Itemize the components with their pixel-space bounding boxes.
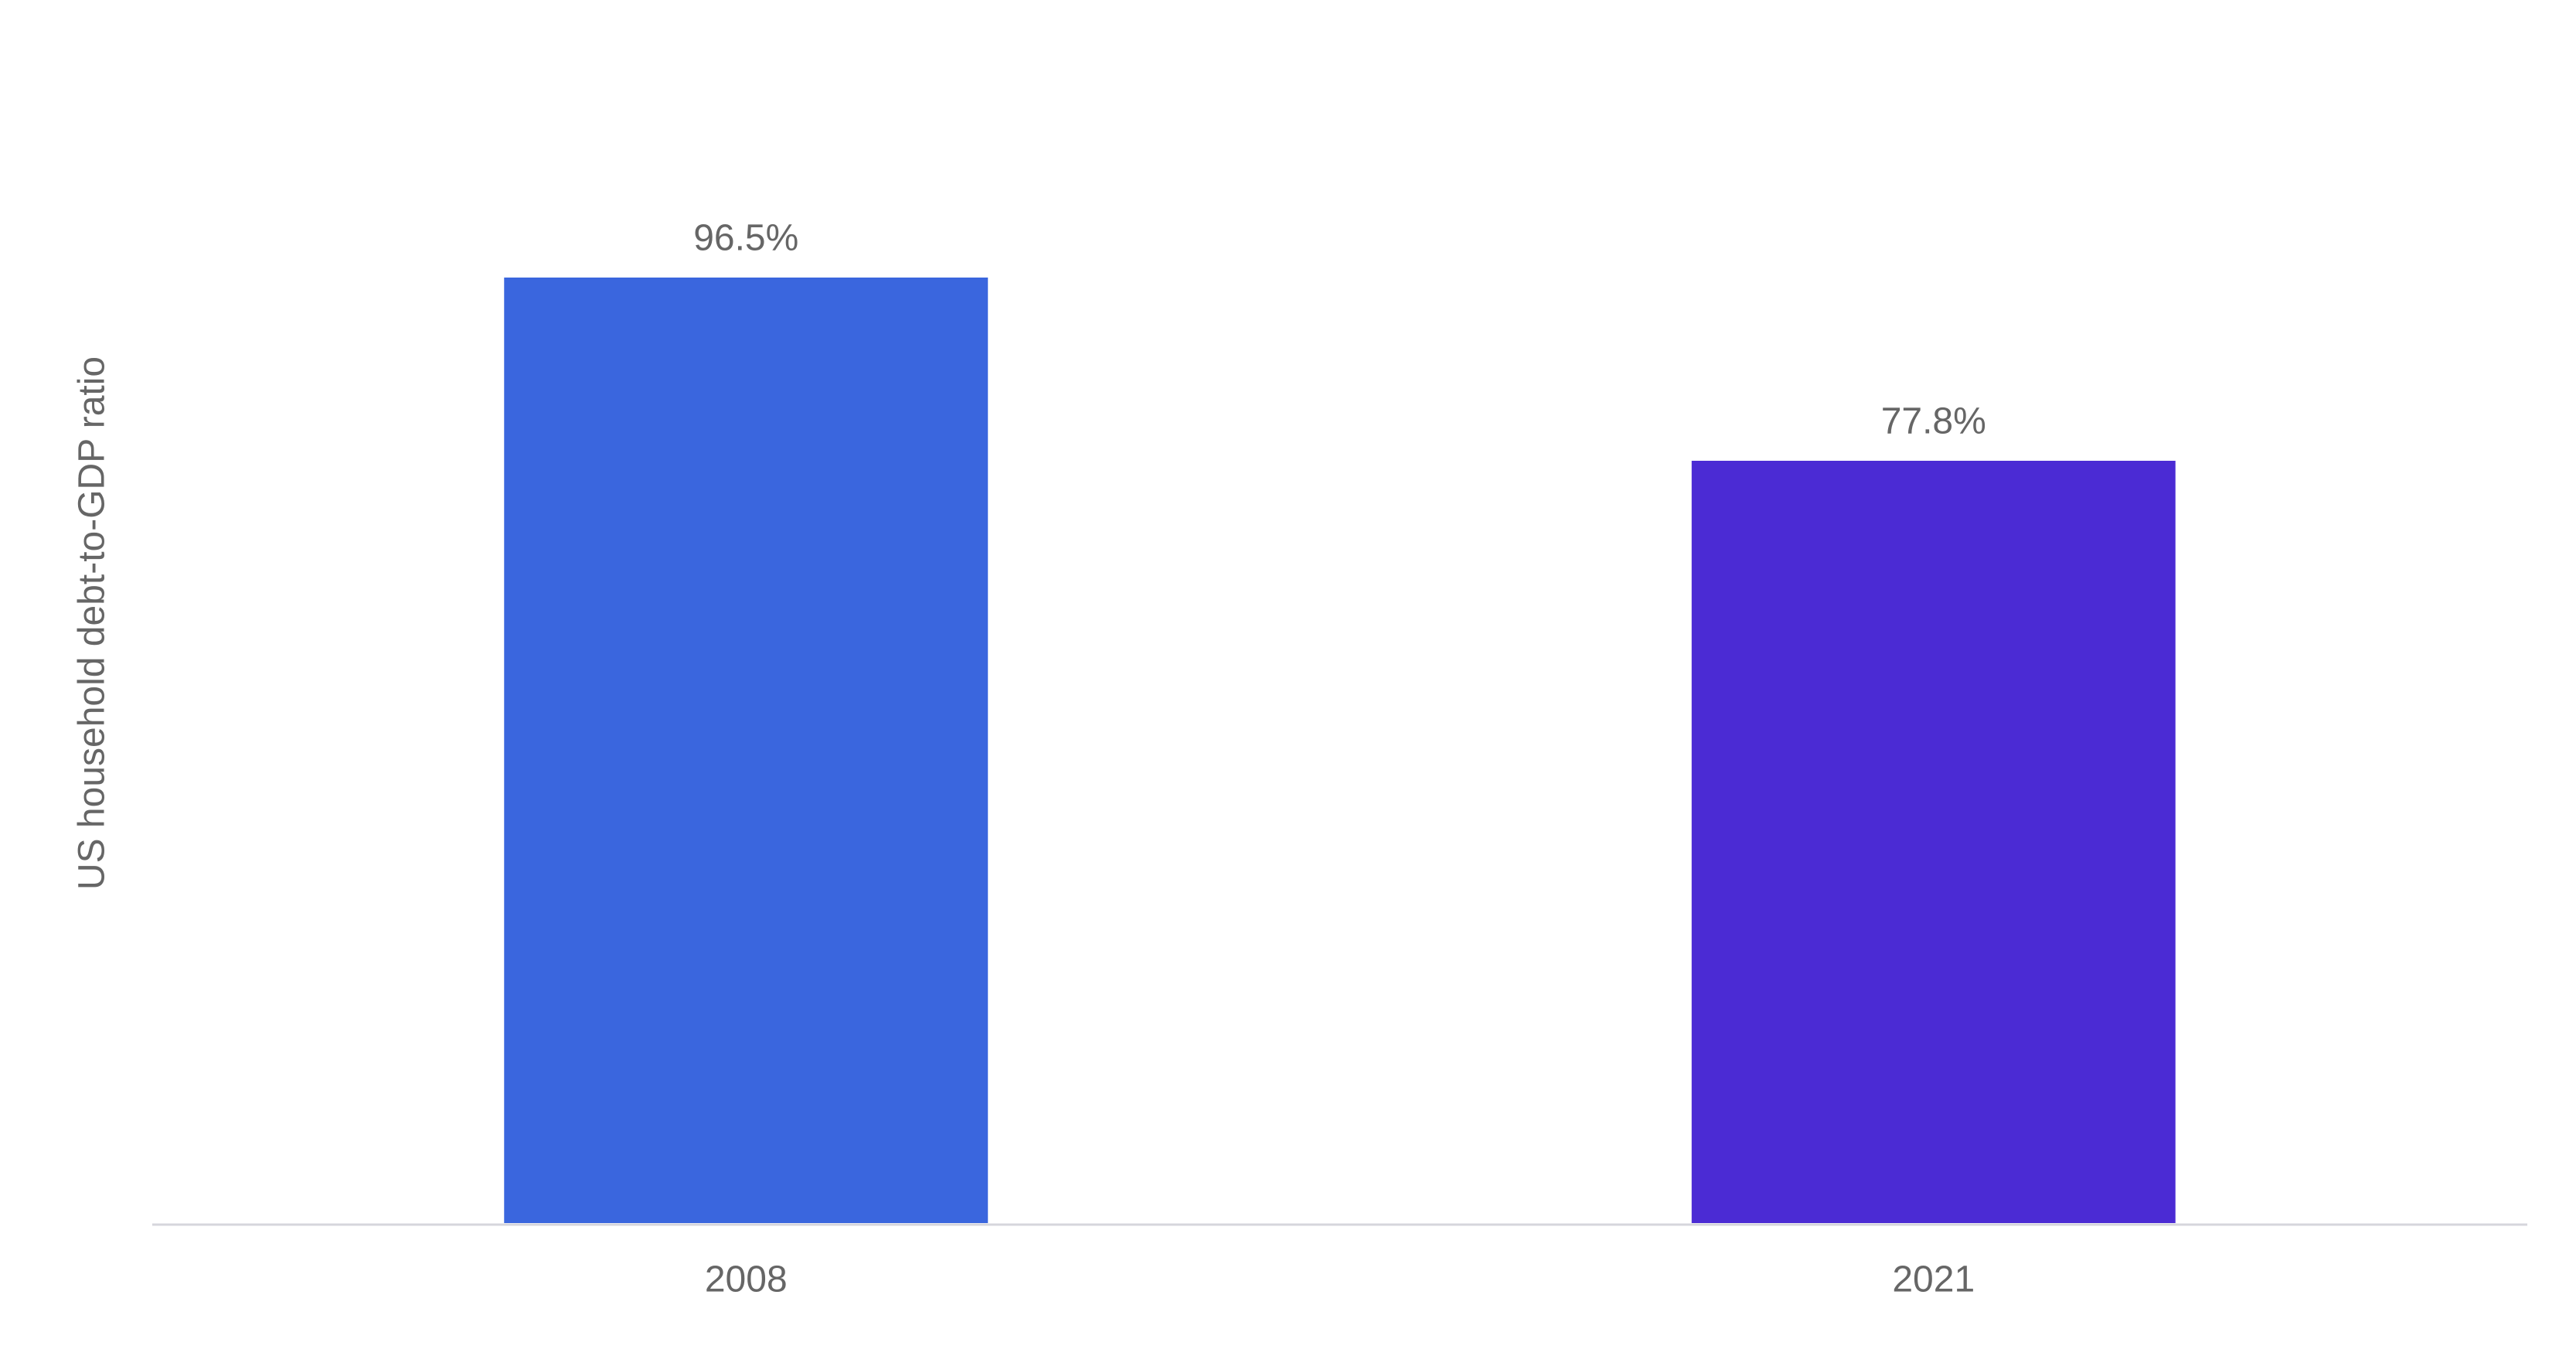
data-label: 77.8%	[1881, 401, 1986, 442]
bar	[1691, 460, 2176, 1223]
x-tick-label: 2008	[705, 1259, 788, 1300]
bar	[504, 278, 989, 1223]
x-tick-label: 2021	[1892, 1259, 1975, 1300]
y-axis-label: US household debt-to-GDP ratio	[72, 356, 113, 890]
data-label: 96.5%	[693, 218, 798, 259]
